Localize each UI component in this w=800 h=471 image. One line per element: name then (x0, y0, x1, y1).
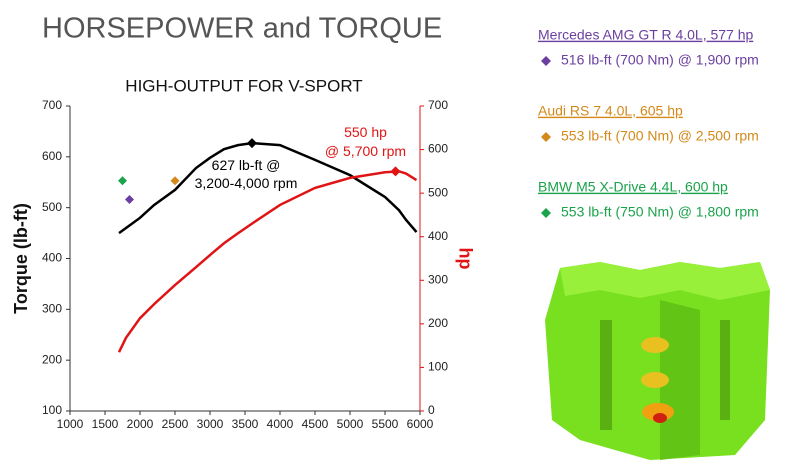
chart-title: HIGH-OUTPUT FOR V-SPORT (125, 76, 362, 95)
y-tick-label: 700 (42, 98, 62, 112)
y-tick-label: 100 (42, 403, 62, 417)
legend-detail: 516 lb-ft (700 Nm) @ 1,900 rpm (561, 52, 759, 68)
legend-marker (541, 208, 551, 218)
series-line (118, 141, 418, 235)
y-tick-label: 600 (42, 149, 62, 163)
legend-marker (541, 56, 551, 66)
peak-marker (247, 138, 257, 149)
y2-tick-label: 500 (428, 185, 448, 199)
competitor-point (125, 195, 134, 205)
legend-detail: 553 lb-ft (750 Nm) @ 1,800 rpm (561, 204, 759, 220)
x-tick-label: 4000 (267, 417, 294, 431)
x-tick-label: 5500 (372, 417, 399, 431)
series-line (117, 170, 418, 353)
legend-name: Audi RS 7 4.0L, 605 hp (538, 103, 683, 119)
peak-marker (390, 166, 401, 177)
x-tick-label: 3000 (197, 417, 224, 431)
x-tick-label: 1000 (57, 417, 84, 431)
engine-illustration (545, 262, 770, 460)
x-tick-label: 6000 (407, 417, 434, 431)
y-tick-label: 300 (42, 302, 62, 316)
x-tick-label: 5000 (337, 417, 364, 431)
y2-tick-label: 700 (428, 98, 448, 112)
y-tick-label: 400 (42, 251, 62, 265)
legend-marker (541, 132, 551, 142)
competitor-point (118, 176, 127, 186)
y-tick-label: 500 (42, 200, 62, 214)
y2-tick-label: 300 (428, 272, 448, 286)
y2-axis-label: hp (455, 248, 475, 270)
y-axis-label: Torque (lb-ft) (11, 203, 31, 314)
x-tick-label: 1500 (92, 417, 119, 431)
x-tick-label: 4500 (302, 417, 329, 431)
x-tick-label: 2000 (127, 417, 154, 431)
competitor-point (170, 176, 180, 186)
y2-tick-label: 400 (428, 229, 448, 243)
legend-detail: 553 lb-ft (700 Nm) @ 2,500 rpm (561, 128, 759, 144)
y2-tick-label: 100 (428, 360, 448, 374)
y2-tick-label: 200 (428, 316, 448, 330)
legend-name: Mercedes AMG GT R 4.0L, 577 hp (538, 27, 754, 43)
annotation: 3,200-4,000 rpm (195, 175, 298, 191)
page-title: HORSEPOWER and TORQUE (42, 13, 442, 45)
legend-name: BMW M5 X-Drive 4.4L, 600 hp (538, 179, 728, 195)
y2-tick-label: 600 (428, 142, 448, 156)
annotation: @ 5,700 rpm (325, 143, 406, 159)
y-tick-label: 200 (42, 352, 62, 366)
x-tick-label: 2500 (162, 417, 189, 431)
annotation: 550 hp (344, 124, 387, 140)
x-tick-label: 3500 (232, 417, 259, 431)
annotation: 627 lb-ft @ (212, 157, 281, 173)
y2-tick-label: 0 (428, 403, 435, 417)
